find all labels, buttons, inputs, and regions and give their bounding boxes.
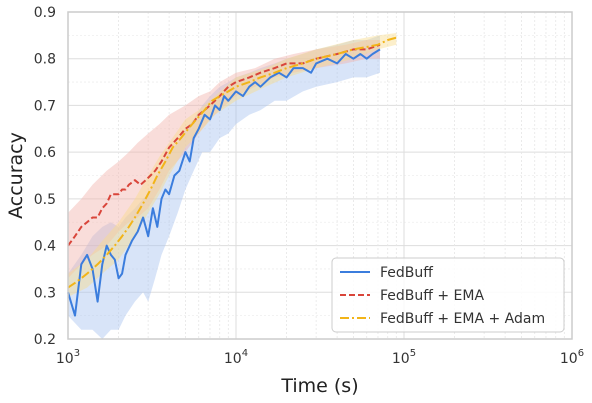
- series-lines: [67, 36, 397, 317]
- band-series-1: [68, 35, 380, 340]
- x-tick-label: 104: [224, 348, 248, 367]
- y-tick-label: 0.3: [34, 285, 56, 301]
- legend-box: [331, 257, 565, 333]
- y-tick-label: 0.2: [34, 332, 56, 348]
- y-tick-label: 0.8: [34, 52, 56, 68]
- x-tick-label: 106: [560, 348, 584, 367]
- band-series-2: [68, 40, 380, 279]
- x-axis-label: Time (s): [280, 375, 358, 397]
- y-tick-label: 0.7: [34, 98, 56, 114]
- x-tick-label: 105: [392, 348, 416, 367]
- line-series-2: [67, 43, 381, 247]
- x-tick-label: 103: [56, 348, 80, 367]
- x-tick-labels: 103 104 105 106: [56, 348, 584, 367]
- line-series-1: [67, 48, 381, 317]
- legend: FedBuff FedBuff + EMA FedBuff + EMA + Adam: [331, 257, 565, 333]
- legend-label-1: FedBuff: [380, 265, 433, 281]
- line-series-3: [67, 36, 397, 289]
- legend-label-3: FedBuff + EMA + Adam: [380, 311, 545, 327]
- y-tick-label: 0.5: [34, 192, 56, 208]
- legend-label-2: FedBuff + EMA: [380, 288, 484, 304]
- y-tick-label: 0.6: [34, 145, 56, 161]
- plot-frame: [67, 11, 573, 340]
- y-axis-label: Accuracy: [5, 132, 27, 219]
- y-tick-label: 0.9: [34, 5, 56, 21]
- y-tick-label: 0.4: [34, 239, 56, 255]
- y-tick-labels: 0.2 0.3 0.4 0.5 0.6 0.7 0.8 0.9: [34, 5, 56, 348]
